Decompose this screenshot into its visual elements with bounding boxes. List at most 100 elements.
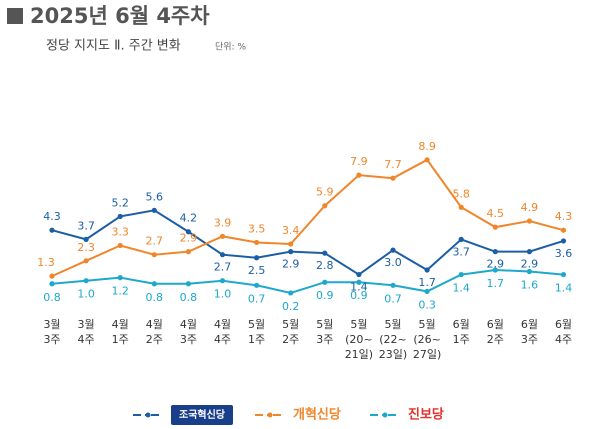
x-tick-label: 1주 — [112, 333, 129, 346]
data-point — [288, 290, 294, 296]
x-tick-label: 5월 — [282, 318, 299, 331]
legend-swatch — [382, 412, 388, 418]
data-point — [254, 255, 260, 261]
data-label: 5.6 — [146, 190, 164, 203]
x-tick-label: (22~ — [379, 333, 407, 346]
data-point — [151, 252, 157, 258]
data-label: 7.9 — [350, 155, 368, 168]
data-point — [526, 268, 533, 275]
x-tick-label: 1주 — [248, 333, 265, 346]
data-point — [49, 227, 55, 233]
data-label: 3.9 — [214, 216, 232, 229]
data-point — [117, 275, 123, 281]
data-point — [526, 249, 533, 255]
x-tick-label: 5월 — [350, 318, 367, 331]
data-label: 5.8 — [452, 187, 470, 200]
data-label: 0.8 — [146, 291, 164, 304]
data-label: 2.9 — [521, 258, 539, 271]
data-label: 1.0 — [77, 288, 95, 301]
legend-label: 개혁신당 — [293, 407, 341, 423]
data-point — [390, 175, 396, 181]
data-label: 2.9 — [282, 258, 300, 271]
data-label: 0.2 — [282, 300, 300, 313]
data-point — [458, 236, 464, 242]
data-label: 3.6 — [555, 247, 573, 260]
x-tick-label: 2주 — [146, 333, 163, 346]
data-point — [560, 271, 567, 278]
x-tick-label: 6월 — [521, 318, 538, 331]
x-tick-label: 4월 — [214, 318, 231, 331]
data-label: 3.0 — [384, 256, 402, 269]
chart-subtitle: 정당 지지도 Ⅱ. 주간 변화 — [46, 39, 181, 54]
title-marker — [7, 8, 23, 24]
legend-swatch — [267, 412, 273, 418]
x-tick-label: 21일) — [345, 347, 373, 361]
data-label: 5.2 — [111, 196, 129, 209]
data-label: 1.7 — [418, 276, 436, 289]
x-tick-label: 5월 — [316, 318, 333, 331]
x-tick-label: 3월 — [43, 318, 60, 331]
data-label: 1.4 — [452, 282, 470, 295]
data-point — [492, 224, 498, 230]
data-point — [254, 239, 260, 246]
data-point — [356, 172, 362, 178]
data-point — [356, 279, 362, 285]
data-label: 2.3 — [77, 241, 95, 254]
series-line — [51, 268, 564, 294]
x-tick-label: 3월 — [78, 318, 95, 331]
data-label: 3.3 — [111, 226, 129, 239]
unit-label: 단위: % — [215, 42, 246, 53]
x-tick-label: 2주 — [487, 333, 504, 346]
data-label: 2.7 — [146, 235, 164, 248]
data-label: 7.7 — [384, 158, 402, 171]
x-tick-label: 4월 — [112, 318, 129, 331]
data-point — [288, 241, 294, 247]
data-label: 1.3 — [37, 256, 55, 269]
data-label: 2.8 — [316, 259, 334, 272]
data-label: 5.9 — [316, 186, 334, 199]
data-point — [83, 278, 89, 284]
data-point — [83, 258, 89, 264]
data-label: 0.8 — [180, 291, 198, 304]
data-label: 0.3 — [418, 298, 436, 311]
x-tick-label: 5월 — [248, 318, 265, 331]
data-label: 4.3 — [555, 210, 573, 223]
data-point — [526, 218, 533, 224]
data-point — [219, 278, 226, 284]
data-label: 4.5 — [487, 207, 505, 220]
data-label: 1.0 — [214, 288, 232, 301]
data-point — [492, 249, 498, 255]
data-point — [390, 282, 396, 288]
data-label: 8.9 — [418, 140, 436, 153]
data-point — [185, 249, 191, 255]
data-point — [151, 207, 157, 213]
data-point — [83, 236, 89, 242]
data-point — [560, 238, 567, 244]
x-tick-label: 3주 — [180, 333, 197, 346]
data-label: 1.4 — [350, 281, 368, 294]
data-point — [390, 247, 396, 253]
legend-label: 진보당 — [408, 407, 444, 423]
legend-logo — [171, 405, 233, 425]
data-point — [288, 249, 294, 255]
data-point — [322, 250, 328, 256]
data-label: 2.9 — [180, 232, 198, 245]
data-point — [219, 233, 226, 239]
series-line — [51, 209, 564, 276]
series-line — [51, 158, 564, 278]
x-tick-label: 4주 — [78, 333, 95, 346]
data-label: 3.5 — [248, 222, 266, 235]
x-tick-label: 2주 — [282, 333, 299, 346]
data-point — [219, 252, 226, 258]
data-label: 2.9 — [487, 258, 505, 271]
data-point — [49, 281, 55, 287]
x-tick-label: 4주 — [214, 333, 231, 346]
x-tick-label: 27일) — [413, 347, 441, 361]
data-label: 0.7 — [248, 292, 266, 305]
data-point — [254, 282, 260, 288]
data-point — [458, 204, 464, 210]
data-label: 2.5 — [248, 264, 266, 277]
x-tick-label: 4주 — [555, 333, 572, 346]
data-point — [151, 281, 157, 287]
